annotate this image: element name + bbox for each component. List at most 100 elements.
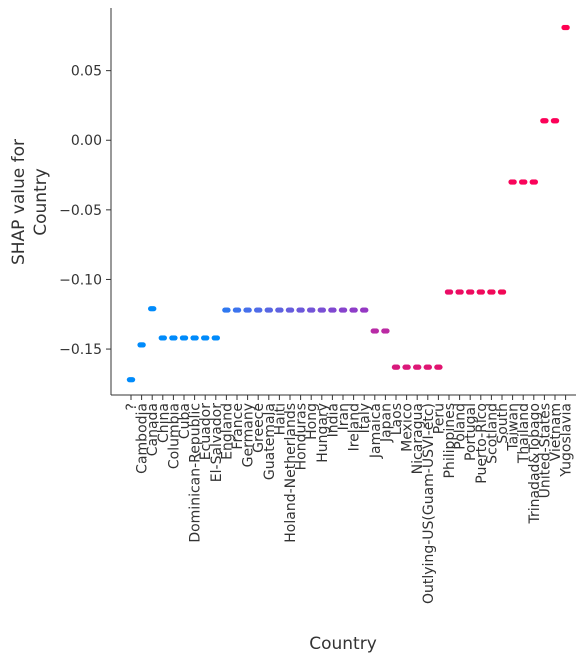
data-point (137, 342, 146, 348)
y-axis-ticks: 0.05 0.00 −0.05 −0.10 −0.15 (59, 64, 111, 358)
x-axis-ticks: ?CambodiaCanadaChinaColumbiaCubaDominica… (124, 395, 575, 604)
data-point (476, 289, 485, 295)
y-tick-label: −0.05 (59, 203, 102, 219)
x-tick-label: Guatemala (262, 403, 278, 480)
x-tick-label: Thailand (516, 403, 532, 464)
data-point-marker (384, 328, 390, 334)
x-tick-label: Yugoslavia (559, 403, 575, 478)
x-tick-label: India (325, 403, 341, 437)
x-tick-label: El-Salvador (209, 403, 225, 482)
data-point (148, 306, 157, 312)
data-point-marker (405, 364, 411, 370)
data-point (169, 335, 178, 341)
data-point-marker (193, 335, 199, 341)
data-point (381, 328, 390, 334)
data-point-marker (426, 364, 432, 370)
y-axis-title-line-1: SHAP value for (9, 139, 29, 265)
data-point (370, 328, 379, 334)
x-tick-label: Columbia (166, 403, 182, 469)
data-point (179, 335, 189, 341)
data-point-marker (522, 179, 528, 185)
x-tick-label: South (495, 403, 511, 444)
x-tick-label: Cuba (177, 403, 193, 439)
data-point (190, 335, 199, 341)
data-point-marker (395, 364, 401, 370)
x-tick-label: Italy (357, 403, 373, 433)
data-point-marker (363, 307, 369, 313)
data-point-marker (289, 307, 295, 313)
x-tick-label: United-States (537, 403, 553, 498)
x-tick-label: Jamaica (368, 403, 384, 459)
data-point (158, 335, 167, 341)
x-tick-label: Outlying-US(Guam-USVI-etc) (421, 403, 437, 604)
data-point-marker (554, 118, 560, 124)
data-point (391, 364, 401, 370)
x-tick-label: Philippines (442, 403, 458, 478)
x-tick-label: Trinadad&Tobago (527, 403, 543, 525)
data-point (211, 335, 220, 341)
data-point-marker (299, 307, 305, 313)
x-tick-label: Portugal (463, 403, 479, 461)
data-point-marker (501, 289, 507, 295)
x-tick-label: Hong (304, 403, 320, 440)
data-point (264, 307, 273, 313)
data-point (307, 307, 316, 313)
data-point-marker (458, 289, 464, 295)
x-tick-label: Ireland (347, 403, 363, 451)
x-tick-label: Greece (251, 403, 267, 453)
data-point (222, 307, 231, 313)
x-tick-label: Cambodia (135, 403, 151, 474)
data-point-marker (469, 289, 475, 295)
data-point-marker (267, 307, 273, 313)
data-point-marker (236, 307, 242, 313)
data-point (508, 179, 517, 185)
x-tick-label: Vietnam (548, 403, 564, 461)
x-tick-label: ? (124, 403, 140, 410)
data-point (296, 307, 305, 313)
data-point-marker (140, 342, 146, 348)
y-tick-label: 0.05 (71, 64, 102, 80)
data-point (360, 307, 369, 313)
data-point-marker (320, 307, 326, 313)
data-point-marker (352, 307, 358, 313)
data-point (349, 307, 358, 313)
data-point (317, 307, 326, 313)
x-tick-label: Puerto-Rico (474, 403, 490, 484)
x-tick-label: Taiwan (506, 403, 522, 452)
data-point (232, 307, 242, 313)
data-point-marker (331, 307, 337, 313)
x-tick-label: Haiti (272, 403, 288, 435)
data-point-marker (161, 335, 167, 341)
data-point (423, 364, 432, 370)
data-point-marker (278, 307, 284, 313)
data-point (328, 307, 337, 313)
data-point (497, 289, 507, 295)
data-point-marker (564, 24, 570, 31)
x-tick-label: Honduras (294, 403, 310, 470)
data-point (434, 364, 443, 370)
data-point (550, 118, 560, 124)
data-point (455, 289, 464, 295)
data-point-marker (310, 307, 316, 313)
data-point (413, 364, 422, 370)
y-tick-label: −0.15 (59, 342, 102, 358)
x-tick-label: Hungary (315, 403, 331, 463)
data-point-marker (490, 289, 496, 295)
y-tick-label: 0.00 (71, 133, 102, 149)
data-point-marker (437, 364, 443, 370)
data-point-marker (214, 335, 220, 341)
x-tick-label: Holand-Netherlands (283, 403, 299, 543)
data-point-marker (151, 306, 157, 312)
x-tick-label: Germany (241, 403, 257, 467)
data-point-marker (511, 179, 517, 185)
y-tick-label: −0.10 (59, 272, 102, 288)
data-point-marker (532, 179, 539, 185)
data-point (561, 24, 570, 31)
x-tick-label: Iran (336, 403, 352, 430)
x-tick-label: Peru (431, 403, 447, 434)
data-point (519, 179, 528, 185)
x-tick-label: Nicaragua (410, 403, 426, 474)
data-point-marker (543, 118, 549, 124)
x-tick-label: France (230, 403, 246, 450)
